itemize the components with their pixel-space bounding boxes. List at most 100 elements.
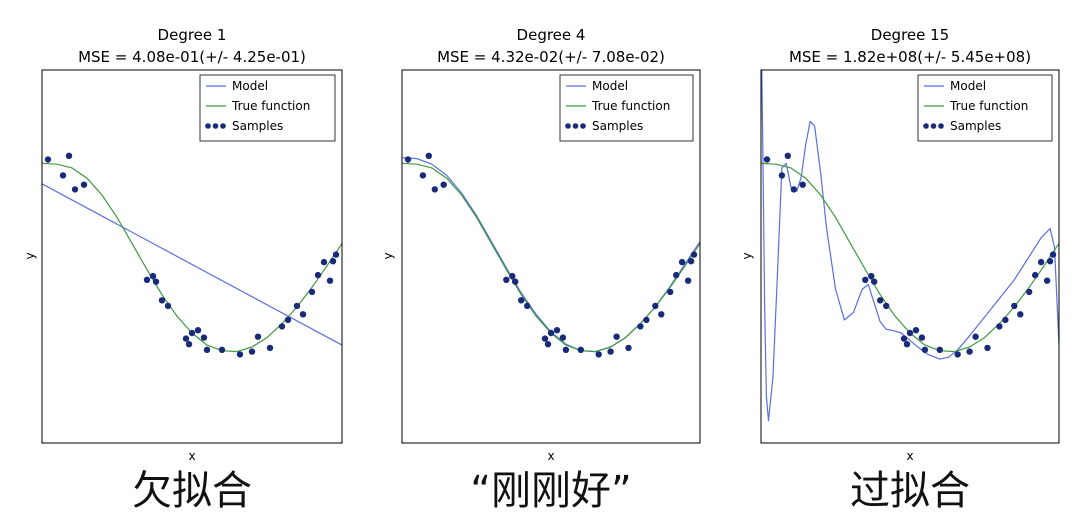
legend-samples-dot [930, 123, 937, 129]
sample-point [868, 272, 875, 280]
sample-point [194, 327, 202, 334]
sample-point [613, 333, 620, 340]
sample-point [182, 335, 190, 342]
sample-point [918, 334, 926, 341]
sample-point [512, 278, 519, 285]
sample-point [678, 258, 686, 266]
sample-point [1037, 258, 1045, 266]
sample-point [236, 351, 244, 358]
legend-samples-dot [212, 123, 219, 129]
model-line [42, 183, 342, 346]
caption-overfitting: 过拟合 [850, 468, 970, 514]
sample-point [966, 348, 973, 355]
true-function-line [761, 162, 1059, 353]
sample-point [903, 341, 911, 348]
sample-point [643, 316, 650, 324]
sample-point [278, 323, 286, 330]
legend-samples-label: Samples [232, 119, 283, 133]
sample-point [595, 351, 602, 358]
sample-point [329, 258, 337, 265]
sample-point [799, 181, 806, 188]
sample-point [248, 348, 256, 355]
sample-point [200, 334, 208, 341]
sample-point [690, 251, 698, 258]
sample-point [149, 272, 157, 280]
sample-point [308, 288, 316, 296]
model-line [402, 157, 700, 353]
sample-point [299, 311, 307, 318]
sample-point [544, 341, 552, 348]
legend-samples-dot [572, 123, 579, 129]
sample-point [607, 348, 614, 355]
true-function-line [402, 162, 700, 353]
sample-point [80, 181, 88, 188]
sample-point [673, 271, 680, 279]
sample-point [320, 258, 328, 266]
plot-area [402, 152, 700, 358]
sample-point [158, 297, 166, 304]
sample-point [524, 302, 531, 310]
sample-point [906, 329, 914, 337]
legend: Model True function Samples [559, 74, 694, 142]
legend-model-label: Model [950, 79, 986, 93]
plot-area [42, 152, 342, 358]
sample-point [143, 276, 151, 283]
sample-point [996, 323, 1003, 330]
sample-point [419, 172, 427, 179]
sample-point [44, 156, 52, 163]
sample-point [254, 333, 262, 340]
sample-point [1017, 311, 1024, 318]
sample-point [763, 156, 771, 163]
sample-point [912, 327, 920, 334]
legend-samples-dot [220, 123, 226, 129]
panel-title: Degree 4 [517, 26, 586, 44]
xlabel: x [188, 449, 195, 463]
panel-degree-15: Degree 15 MSE = 1.82e+08(+/- 5.45e+08) y… [740, 26, 1060, 463]
sample-point [59, 172, 67, 179]
plot-area [761, 70, 1059, 422]
sample-point [1002, 316, 1009, 324]
legend-model-label: Model [592, 79, 628, 93]
sample-point [1011, 302, 1018, 310]
plot-frame [41, 69, 343, 444]
sample-point [684, 277, 692, 284]
model-line [761, 70, 1059, 422]
sample-point [637, 323, 644, 330]
sample-point [559, 334, 567, 341]
sample-point [266, 344, 274, 352]
sample-point [1032, 271, 1039, 279]
legend-true-function-label: True function [949, 99, 1028, 113]
panel-subtitle: MSE = 1.82e+08(+/- 5.45e+08) [789, 48, 1031, 66]
sample-point [518, 297, 525, 304]
legend-samples-dot [938, 123, 944, 129]
legend-samples-label: Samples [592, 119, 643, 133]
sample-point [164, 302, 172, 310]
sample-point [509, 272, 516, 280]
sample-point [658, 311, 665, 318]
sample-point [652, 302, 659, 310]
sample-point [431, 186, 438, 193]
caption-underfitting: 欠拟合 [132, 468, 252, 514]
true-function-line [42, 162, 342, 353]
sample-point [326, 277, 334, 284]
sample-point [503, 276, 510, 283]
legend-model-label: Model [232, 79, 268, 93]
plot-frame [760, 69, 1060, 444]
sample-point [293, 302, 301, 310]
legend-samples-dot [923, 123, 929, 129]
sample-point [1049, 251, 1057, 258]
panel-subtitle: MSE = 4.32e-02(+/- 7.08e-02) [437, 48, 665, 66]
sample-point [314, 271, 322, 279]
sample-point [71, 186, 79, 193]
legend-true-function-label: True function [591, 99, 670, 113]
ylabel: y [381, 252, 395, 259]
legend-samples-dot [565, 123, 571, 129]
sample-point [984, 344, 991, 352]
sample-point [862, 276, 869, 283]
ylabel: y [23, 252, 37, 259]
sample-point [1043, 277, 1051, 284]
sample-point [871, 278, 878, 285]
sample-point [152, 278, 160, 285]
sample-point [1046, 258, 1054, 265]
